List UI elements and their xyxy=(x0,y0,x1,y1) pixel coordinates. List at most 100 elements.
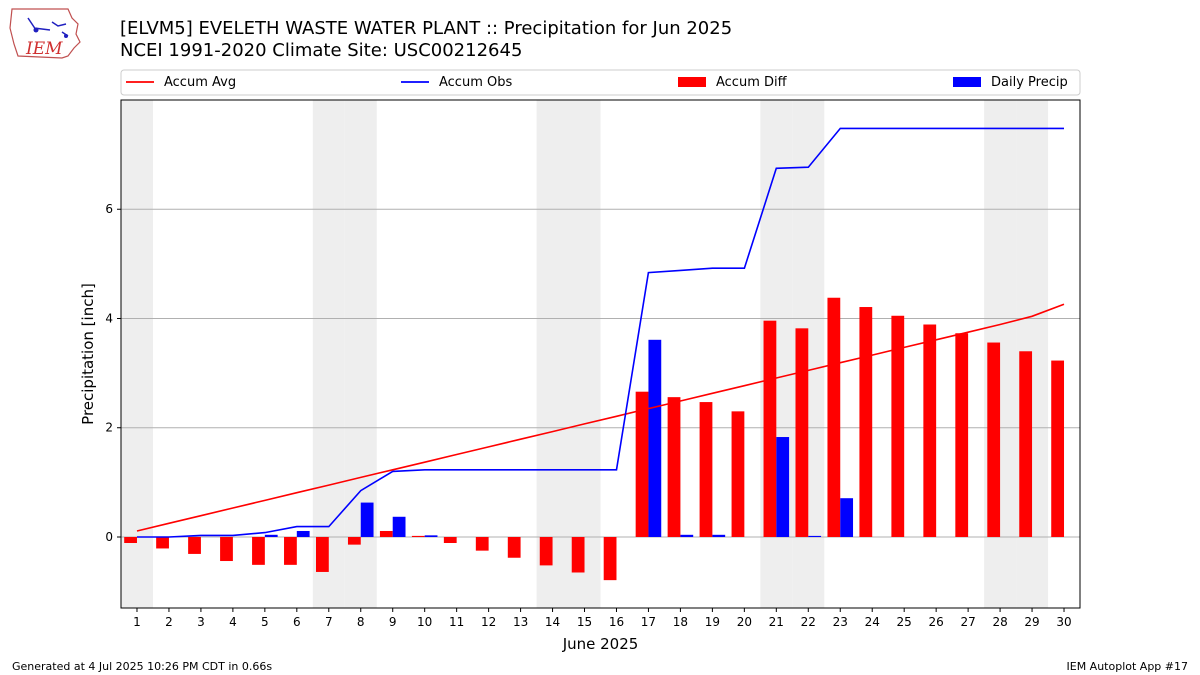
x-tick-label: 15 xyxy=(577,615,592,629)
x-tick-label: 9 xyxy=(389,615,397,629)
accum-diff-bar xyxy=(475,536,489,551)
daily-precip-bar xyxy=(648,339,662,537)
accum-diff-bar xyxy=(156,536,169,549)
accum-diff-bar xyxy=(188,536,201,554)
x-tick-label: 16 xyxy=(609,615,624,629)
accum-diff-bar xyxy=(220,536,233,562)
plot-area xyxy=(121,100,1080,608)
generated-timestamp: Generated at 4 Jul 2025 10:26 PM CDT in … xyxy=(12,660,273,673)
iowa-state-outline xyxy=(9,8,81,59)
weekend-shade xyxy=(312,100,345,608)
legend-bar-swatch xyxy=(953,77,981,87)
accum-diff-bar xyxy=(603,536,617,581)
y-tick-label: 0 xyxy=(105,530,113,544)
accum-diff-bar xyxy=(443,536,457,543)
plot-frame xyxy=(120,99,1081,609)
x-tick-label: 21 xyxy=(769,615,784,629)
accum-diff-bar xyxy=(667,397,681,537)
daily-precip-bar xyxy=(680,534,694,537)
accum-diff-bar xyxy=(763,320,777,537)
x-tick-label: 26 xyxy=(929,615,944,629)
chart-subtitle: NCEI 1991-2020 Climate Site: USC00212645 xyxy=(120,40,523,61)
x-tick-label: 6 xyxy=(293,615,301,629)
x-tick-label: 18 xyxy=(673,615,688,629)
accum-diff-bar xyxy=(955,333,969,537)
x-tick-label: 13 xyxy=(513,615,528,629)
legend-label: Daily Precip xyxy=(991,75,1068,90)
x-tick-label: 10 xyxy=(417,615,432,629)
accum-diff-bar xyxy=(859,307,873,537)
legend-box xyxy=(120,69,1081,96)
chart-legend: Accum Avg Accum Obs Accum Diff Daily Precip xyxy=(120,69,1081,96)
logo-text: IEM xyxy=(25,39,63,59)
daily-precip-bar xyxy=(360,502,374,537)
daily-precip-bar xyxy=(776,437,790,537)
weekend-shade xyxy=(568,100,601,608)
accum-diff-bar xyxy=(1051,360,1065,537)
x-tick-label: 20 xyxy=(737,615,752,629)
accum-diff-bar xyxy=(284,536,297,565)
accum-diff-bar xyxy=(315,536,329,572)
weather-symbols-icon xyxy=(27,17,69,37)
x-tick-label: 29 xyxy=(1024,615,1039,629)
accum-diff-bar xyxy=(507,536,521,558)
x-tick-label: 19 xyxy=(705,615,720,629)
daily-precip-bar xyxy=(424,535,438,537)
accum-avg-line xyxy=(136,303,1065,532)
legend-label: Accum Avg xyxy=(164,75,236,90)
accum-diff-bar xyxy=(923,324,937,537)
x-tick-label: 3 xyxy=(197,615,205,629)
y-tick-label: 6 xyxy=(105,202,113,216)
y-tick-label: 4 xyxy=(105,311,113,325)
accum-diff-bar xyxy=(699,402,713,537)
x-tick-label: 28 xyxy=(992,615,1007,629)
x-tick-label: 27 xyxy=(960,615,975,629)
x-tick-label: 17 xyxy=(641,615,656,629)
accum-diff-bar xyxy=(252,536,265,565)
x-tick-label: 30 xyxy=(1056,615,1071,629)
y-axis-label: Precipitation [inch] xyxy=(79,283,97,425)
accum-diff-bar xyxy=(731,411,745,537)
x-tick-label: 1 xyxy=(133,615,141,629)
x-tick-label: 22 xyxy=(801,615,816,629)
accum-diff-bar xyxy=(539,536,553,566)
iem-logo: IEM xyxy=(9,8,81,59)
accum-diff-bar xyxy=(571,536,585,573)
weekend-shade xyxy=(536,100,569,608)
x-tick-label: 2 xyxy=(165,615,173,629)
x-tick-label: 23 xyxy=(833,615,848,629)
x-tick-label: 5 xyxy=(261,615,269,629)
accum-diff-bar xyxy=(795,328,809,537)
accum-diff-bar xyxy=(635,391,649,537)
chart-title: [ELVM5] EVELETH WASTE WATER PLANT :: Pre… xyxy=(120,18,733,39)
accum-diff-bar xyxy=(891,315,905,537)
x-tick-label: 8 xyxy=(357,615,365,629)
accum-diff-bar xyxy=(411,535,425,537)
accum-obs-line xyxy=(137,127,1064,538)
daily-precip-bar xyxy=(808,535,822,537)
x-tick-label: 4 xyxy=(229,615,237,629)
weekend-shade xyxy=(121,100,153,608)
legend-label: Accum Diff xyxy=(716,75,788,90)
daily-precip-bar xyxy=(712,534,726,537)
x-tick-label: 7 xyxy=(325,615,333,629)
legend-bar-swatch xyxy=(678,77,706,87)
legend-label: Accum Obs xyxy=(439,75,512,90)
accum-diff-bar xyxy=(379,530,393,537)
y-tick-label: 2 xyxy=(105,421,113,435)
accum-diff-bar xyxy=(987,342,1001,537)
x-tick-label: 14 xyxy=(545,615,560,629)
x-axis-label: June 2025 xyxy=(562,635,639,653)
accum-diff-bar xyxy=(827,297,841,537)
x-tick-label: 25 xyxy=(897,615,912,629)
app-label: IEM Autoplot App #17 xyxy=(1066,660,1189,673)
x-tick-label: 12 xyxy=(481,615,496,629)
x-tick-label: 24 xyxy=(865,615,880,629)
x-tick-label: 11 xyxy=(449,615,464,629)
accum-diff-bar xyxy=(124,536,137,543)
daily-precip-bar xyxy=(296,530,310,537)
daily-precip-bar xyxy=(392,516,406,537)
accum-diff-bar xyxy=(347,536,361,545)
